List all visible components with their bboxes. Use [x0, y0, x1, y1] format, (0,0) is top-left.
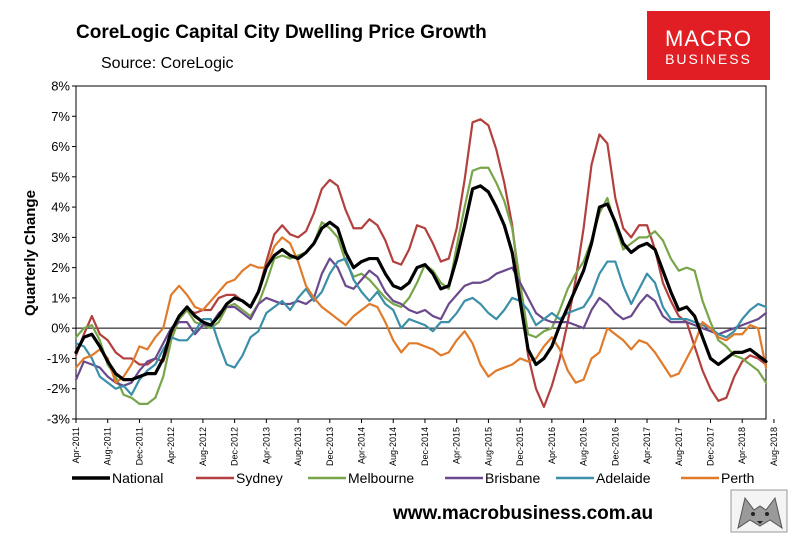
x-tick-label: Apr-2018 [737, 427, 747, 464]
y-tick-label: 1% [51, 290, 70, 305]
y-tick-label: 8% [51, 79, 70, 94]
x-tick-label: Dec-2011 [134, 427, 144, 465]
chart-title: CoreLogic Capital City Dwelling Price Gr… [76, 22, 487, 43]
x-tick-label: Aug-2018 [769, 427, 779, 466]
x-tick-label: Apr-2011 [71, 427, 81, 463]
x-tick-label: Aug-2014 [388, 427, 398, 466]
macrobusiness-logo: MACRO BUSINESS [647, 11, 770, 80]
plot-area [75, 85, 767, 420]
chart-subtitle: Source: CoreLogic [101, 55, 234, 72]
x-tick-label: Apr-2017 [642, 427, 652, 464]
series-line-perth [74, 236, 768, 384]
x-tick-label: Aug-2012 [198, 427, 208, 466]
x-tick-label: Aug-2011 [103, 427, 113, 465]
series-line-adelaide [74, 257, 768, 396]
legend-label-national: National [112, 470, 163, 486]
legend-label-adelaide: Adelaide [596, 470, 651, 486]
y-tick-label: 5% [51, 169, 70, 184]
x-tick-label: Apr-2012 [166, 427, 176, 464]
x-tick-label: Dec-2013 [325, 427, 335, 466]
plot-frame [75, 85, 767, 420]
y-axis-ticks: -3% -2% -1% 0% 1% 2% 3% 4% 5% 6% 7% 8% [47, 79, 76, 427]
x-tick-label: Aug-2013 [293, 427, 303, 466]
y-axis-label: Quarterly Change [22, 190, 39, 316]
y-tick-label: 2% [51, 260, 70, 275]
legend-label-brisbane: Brisbane [485, 470, 540, 486]
y-tick-label: -1% [47, 351, 71, 366]
x-tick-label: Dec-2012 [230, 427, 240, 466]
y-tick-label: 6% [51, 139, 70, 154]
series-line-national [74, 184, 768, 382]
y-tick-label: -3% [47, 412, 71, 427]
x-tick-label: Dec-2016 [610, 427, 620, 466]
x-axis-ticks: Apr-2011 Aug-2011 Dec-2011 Apr-2012 Aug-2012… [71, 419, 779, 466]
y-tick-label: 4% [51, 200, 70, 215]
x-tick-label: Dec-2014 [420, 427, 430, 466]
x-tick-label: Apr-2014 [357, 427, 367, 464]
y-tick-label: 3% [51, 230, 70, 245]
x-tick-label: Apr-2013 [261, 427, 271, 464]
logo-background [647, 11, 770, 80]
logo-line1: MACRO [665, 26, 752, 51]
legend-label-sydney: Sydney [236, 470, 283, 486]
y-tick-label: 0% [51, 321, 70, 336]
x-tick-label: Aug-2016 [579, 427, 589, 466]
series-line-melbourne [74, 166, 768, 405]
x-tick-label: Apr-2015 [452, 427, 462, 464]
wolf-icon [730, 489, 788, 533]
y-tick-label: 7% [51, 109, 70, 124]
x-tick-label: Apr-2016 [547, 427, 557, 464]
legend-label-melbourne: Melbourne [348, 470, 414, 486]
x-tick-label: Aug-2017 [674, 427, 684, 466]
x-tick-label: Dec-2017 [705, 427, 715, 466]
series-lines [74, 118, 768, 408]
x-tick-label: Aug-2015 [483, 427, 493, 466]
logo-line2: BUSINESS [665, 51, 752, 67]
series-line-brisbane [74, 257, 768, 387]
x-tick-label: Dec-2015 [515, 427, 525, 466]
y-tick-label: -2% [47, 381, 71, 396]
legend: National Sydney Melbourne Brisbane Adelaide P… [72, 470, 754, 486]
footer-url: www.macrobusiness.com.au [392, 503, 653, 524]
legend-label-perth: Perth [721, 470, 754, 486]
